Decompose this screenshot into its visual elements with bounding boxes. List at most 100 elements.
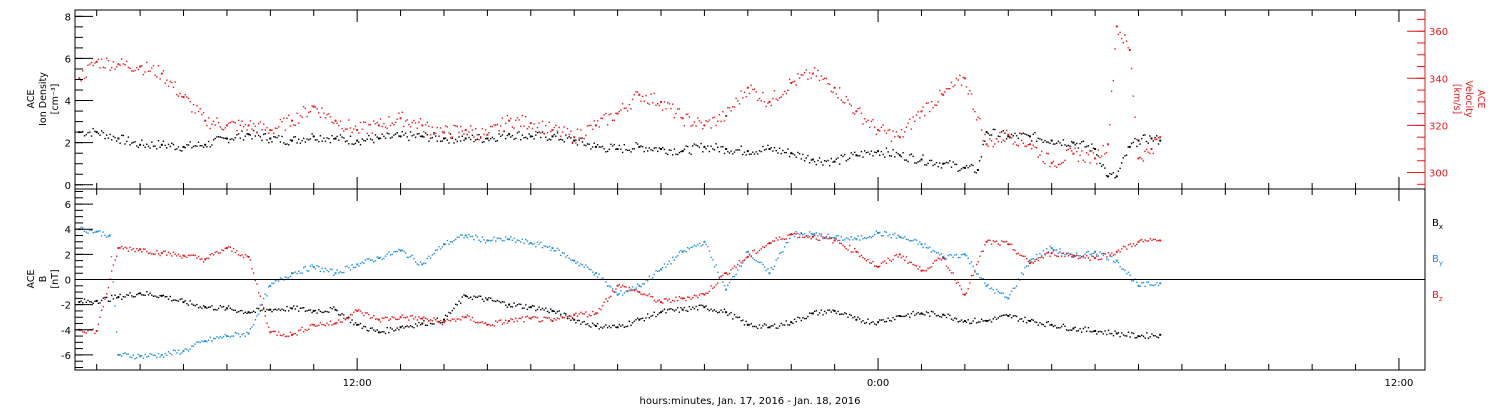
by-sample	[947, 254, 949, 257]
bz-sample	[593, 313, 595, 316]
density-sample	[1034, 132, 1036, 134]
density-sample	[852, 153, 854, 156]
velocity-sample	[386, 127, 388, 129]
by-sample	[842, 239, 844, 241]
by-point	[1115, 259, 1118, 262]
density-sample	[683, 148, 686, 150]
velocity-sample	[648, 103, 650, 105]
velocity-sample	[338, 124, 340, 127]
velocity-sample	[852, 112, 854, 114]
density-sample	[461, 135, 463, 137]
bx-point	[833, 309, 836, 312]
bx-sample	[144, 294, 146, 296]
top-right-tick-label: 320	[1429, 121, 1448, 132]
velocity-sample	[1002, 139, 1004, 141]
by-sample	[224, 333, 226, 336]
bz-sample	[308, 328, 310, 330]
bx-sample	[720, 309, 722, 311]
velocity-point	[312, 105, 315, 108]
bx-sample	[278, 308, 280, 310]
density-sample	[107, 137, 110, 139]
velocity-sample	[1005, 129, 1008, 132]
bz-sample	[293, 333, 295, 335]
bx-point	[78, 301, 81, 304]
velocity-sample	[444, 125, 447, 127]
by-sample	[431, 254, 433, 256]
bz-sample	[426, 318, 428, 320]
bx-sample	[909, 316, 911, 318]
bz-sample	[758, 249, 761, 252]
bx-sample	[900, 315, 903, 318]
velocity-sample	[505, 122, 507, 125]
by-sample	[281, 278, 283, 280]
by-sample	[894, 232, 896, 235]
by-point	[920, 243, 923, 246]
bx-sample	[1091, 331, 1093, 333]
bx-point	[139, 292, 142, 295]
bz-sample	[403, 316, 405, 319]
bx-sample	[860, 321, 863, 323]
velocity-sample	[227, 122, 230, 125]
bz-sample	[695, 295, 697, 297]
bx-sample	[436, 317, 438, 319]
velocity-point	[377, 124, 380, 127]
density-sample	[1049, 142, 1051, 145]
velocity-point	[139, 65, 142, 68]
bz-sample	[762, 246, 764, 248]
bx-sample	[944, 314, 946, 317]
velocity-sample	[1099, 156, 1101, 159]
density-sample	[112, 135, 115, 138]
bx-sample	[715, 310, 717, 313]
bz-sample	[336, 322, 338, 324]
bx-sample	[227, 305, 230, 307]
velocity-sample	[379, 118, 382, 120]
bx-sample	[222, 305, 225, 308]
by-sample	[630, 288, 632, 290]
density-sample	[301, 140, 303, 142]
velocity-point	[117, 63, 120, 66]
bz-sample	[965, 292, 968, 294]
density-sample	[189, 141, 191, 143]
velocity-sample	[727, 107, 729, 109]
bx-point	[160, 294, 163, 297]
bx-sample	[391, 328, 393, 330]
velocity-sample	[870, 120, 873, 123]
density-point	[616, 148, 619, 150]
by-sample	[745, 251, 747, 253]
bz-sample	[388, 319, 390, 321]
density-sample	[563, 141, 565, 143]
bz-sample	[827, 238, 829, 240]
bx-point	[768, 326, 771, 329]
by-sample	[556, 247, 559, 250]
bx-sample	[553, 310, 555, 312]
by-sample	[738, 265, 741, 267]
bx-sample	[932, 311, 934, 313]
bx-sample	[538, 306, 540, 308]
velocity-point	[1137, 157, 1140, 160]
bx-sample	[1032, 319, 1034, 321]
bz-sample	[785, 238, 787, 240]
bx-sample	[134, 296, 136, 298]
bx-sample	[643, 320, 645, 322]
by-sample	[742, 262, 744, 264]
bx-sample	[787, 324, 789, 326]
bx-sample	[695, 305, 697, 308]
velocity-point	[594, 124, 597, 127]
bz-sample	[157, 253, 160, 255]
bz-sample	[655, 301, 657, 303]
density-sample	[1141, 138, 1143, 140]
bx-sample	[545, 307, 547, 309]
velocity-sample	[635, 91, 637, 93]
bx-sample	[224, 309, 226, 311]
velocity-sample	[823, 77, 826, 80]
bx-sample	[1129, 336, 1131, 338]
density-sample	[1069, 145, 1071, 147]
by-sample	[94, 231, 96, 233]
bz-sample	[585, 311, 587, 313]
bottom-left-ylabel-line3: [nT]	[50, 269, 61, 288]
by-sample	[434, 249, 437, 252]
bz-sample	[550, 319, 552, 321]
by-point	[182, 350, 185, 353]
bx-sample	[318, 309, 320, 311]
by-sample	[708, 250, 711, 252]
